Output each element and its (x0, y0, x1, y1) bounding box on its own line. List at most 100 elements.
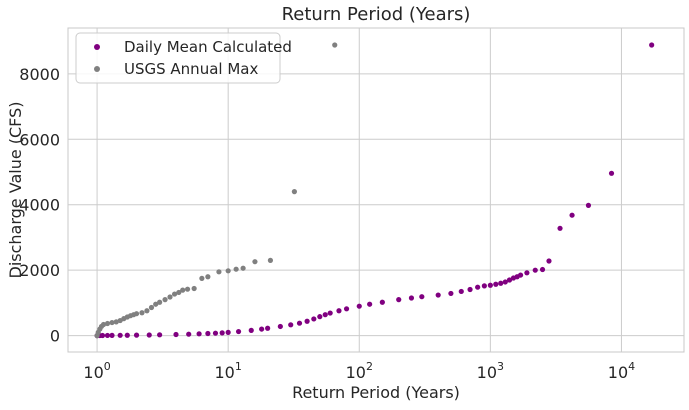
daily-mean-point (356, 303, 362, 309)
usgs-annual-max-point (225, 268, 231, 274)
usgs-annual-max-point (148, 304, 155, 311)
daily-mean-point (396, 297, 402, 303)
usgs-annual-max-point (332, 42, 338, 48)
usgs-annual-max-point (104, 320, 111, 327)
y-tick-label: 4000 (19, 196, 60, 215)
daily-mean-point (379, 299, 385, 305)
x-tick-labels: 100 101 102 103 104 (83, 360, 635, 382)
y-tick-label: 8000 (19, 65, 60, 84)
daily-mean-point (259, 326, 265, 332)
daily-mean-point (458, 288, 464, 295)
daily-mean-point (304, 318, 310, 324)
usgs-annual-max-point (240, 265, 246, 271)
usgs-annual-max-point (113, 319, 119, 325)
daily-mean-point (296, 320, 303, 326)
daily-mean-point (408, 295, 415, 301)
daily-mean-point (109, 332, 115, 338)
daily-mean-point (585, 202, 592, 208)
daily-mean-point (205, 330, 211, 337)
daily-mean-point (327, 310, 333, 316)
usgs-annual-max-point (267, 257, 274, 263)
usgs-annual-max-point (162, 297, 168, 303)
legend: Daily Mean Calculated USGS Annual Max (75, 32, 292, 84)
usgs-annual-max-point (184, 286, 191, 292)
daily-mean-point (517, 272, 524, 278)
daily-mean-point (608, 170, 615, 176)
daily-mean-point (506, 277, 513, 283)
daily-mean-point (219, 330, 225, 336)
daily-mean-point (493, 281, 499, 287)
daily-mean-point (539, 266, 546, 273)
daily-mean-point (173, 331, 179, 338)
data-points (94, 42, 655, 339)
x-tick-label: 104 (608, 360, 635, 382)
daily-mean-point (435, 292, 441, 298)
daily-mean-point (475, 284, 481, 290)
legend-marker-usgs (94, 66, 100, 72)
daily-mean-point (117, 332, 123, 338)
y-tick-label: 0 (50, 327, 60, 346)
daily-mean-point (146, 332, 152, 338)
x-tick-label: 102 (346, 360, 373, 382)
daily-mean-point (235, 328, 242, 335)
chart-title: Return Period (Years) (282, 4, 471, 25)
daily-mean-point (419, 294, 425, 300)
usgs-annual-max-point (109, 319, 115, 326)
daily-mean-point (317, 314, 323, 320)
daily-mean-point (311, 316, 317, 322)
daily-mean-point (322, 312, 328, 318)
daily-mean-point (186, 331, 192, 337)
y-tick-label: 6000 (19, 130, 60, 149)
x-tick-label: 100 (83, 360, 110, 382)
daily-mean-point (104, 332, 111, 339)
usgs-annual-max-point (171, 291, 178, 297)
daily-mean-point (343, 306, 350, 312)
daily-mean-point (277, 323, 283, 330)
daily-mean-point (212, 330, 219, 336)
daily-mean-point (133, 332, 140, 338)
usgs-annual-max-point (167, 294, 173, 300)
x-tick-label: 103 (477, 360, 504, 382)
daily-mean-point (196, 331, 202, 337)
daily-mean-point (448, 290, 454, 297)
x-tick-label: 101 (214, 360, 241, 382)
daily-mean-point (288, 322, 294, 328)
usgs-annual-max-point (180, 287, 186, 293)
usgs-annual-max-point (216, 269, 222, 275)
y-tick-label: 2000 (19, 261, 60, 280)
usgs-annual-max-point (291, 189, 297, 195)
usgs-annual-max-point (139, 310, 145, 316)
daily-mean-point (157, 332, 163, 338)
daily-mean-point (99, 332, 106, 339)
x-axis-label: Return Period (Years) (292, 383, 460, 402)
usgs-annual-max-point (191, 285, 197, 292)
usgs-annual-max-point (133, 311, 140, 317)
legend-label-daily-mean: Daily Mean Calculated (124, 38, 292, 56)
daily-mean-point (498, 280, 504, 286)
daily-mean-point (265, 325, 271, 331)
legend-label-usgs: USGS Annual Max (124, 60, 258, 78)
usgs-annual-max-point (252, 259, 258, 265)
y-tick-labels: 0 2000 4000 6000 8000 (19, 65, 60, 346)
daily-mean-point (467, 286, 473, 293)
usgs-annual-max-point (205, 274, 211, 280)
daily-mean-point (336, 308, 342, 314)
usgs-annual-max-point (176, 289, 182, 296)
usgs-annual-max-point (199, 275, 205, 281)
y-axis-label: Discharge Value (CFS) (6, 102, 25, 279)
legend-box (75, 32, 281, 84)
legend-marker-daily-mean (94, 44, 100, 50)
daily-mean-point (124, 332, 130, 338)
usgs-annual-max-point (100, 321, 107, 328)
daily-mean-point (487, 282, 493, 288)
usgs-annual-max-point (153, 301, 159, 307)
usgs-annual-max-point (144, 308, 150, 314)
usgs-annual-max-point (157, 299, 163, 305)
daily-mean-point (367, 301, 373, 307)
daily-mean-point (557, 225, 563, 231)
daily-mean-point (649, 42, 655, 48)
daily-mean-point (546, 258, 552, 264)
daily-mean-point (481, 283, 487, 289)
daily-mean-point (569, 212, 575, 218)
